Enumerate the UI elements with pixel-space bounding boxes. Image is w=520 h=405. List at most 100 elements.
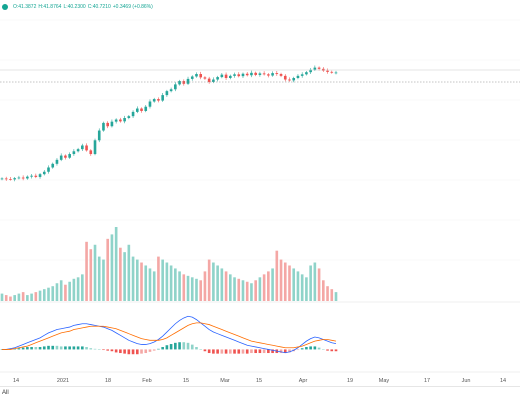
macd-histogram-bar bbox=[161, 347, 164, 350]
candle-up bbox=[271, 73, 274, 76]
volume-bar bbox=[51, 286, 55, 301]
macd-histogram-bar bbox=[169, 344, 173, 350]
macd-histogram-bar bbox=[93, 348, 97, 350]
candle-up bbox=[195, 74, 198, 77]
volume-bar bbox=[106, 238, 110, 301]
time-axis-tick-label: 14 bbox=[13, 378, 19, 384]
volume-bar bbox=[283, 262, 287, 301]
candle-down bbox=[267, 74, 270, 76]
range-all-button[interactable]: All bbox=[2, 390, 9, 396]
volume-bar bbox=[182, 274, 186, 301]
macd-histogram-bar bbox=[17, 348, 21, 350]
macd-histogram-bar bbox=[68, 346, 71, 350]
candle-up bbox=[68, 154, 71, 158]
candle-up bbox=[93, 140, 97, 155]
candle-up bbox=[233, 74, 236, 76]
volume-bar bbox=[254, 280, 257, 301]
candle-up bbox=[30, 175, 33, 177]
macd-histogram-bar bbox=[216, 349, 219, 354]
macd-histogram bbox=[0, 342, 338, 355]
volume-bar bbox=[241, 280, 245, 301]
volume-bar bbox=[144, 265, 148, 301]
macd-histogram-bar bbox=[47, 345, 50, 350]
candle-down bbox=[317, 67, 321, 69]
candle-down bbox=[288, 79, 291, 81]
candle-down bbox=[262, 73, 266, 75]
candle-up bbox=[26, 176, 29, 179]
volume-bar bbox=[165, 262, 169, 301]
macd-line bbox=[2, 315, 337, 354]
candle-up bbox=[292, 77, 296, 81]
candle-up bbox=[0, 178, 4, 180]
time-axis-tick-label: Feb bbox=[142, 378, 151, 384]
volume-bar bbox=[296, 271, 300, 301]
symbol-status-icon bbox=[2, 4, 8, 10]
time-axis[interactable]: 14 2021 18 Feb 15 Mar 15 Apr 19 May 17 Jun 14 bbox=[13, 378, 506, 384]
candle-down bbox=[237, 74, 241, 77]
volume-bar bbox=[76, 277, 80, 301]
candle-up bbox=[13, 178, 16, 180]
macd-histogram-bar bbox=[237, 349, 241, 354]
macd-histogram-bar bbox=[64, 346, 67, 350]
volume-bar bbox=[127, 244, 131, 301]
volume-bar bbox=[207, 259, 211, 301]
volume-bar bbox=[119, 247, 122, 301]
candle-up bbox=[178, 81, 181, 85]
volume-bar bbox=[34, 292, 38, 301]
volume-bar bbox=[279, 259, 283, 301]
volume-bar bbox=[161, 259, 164, 301]
candle-up bbox=[313, 67, 317, 70]
candle-up bbox=[47, 167, 50, 172]
macd-histogram-bar bbox=[309, 346, 312, 350]
volume-bar bbox=[42, 289, 46, 301]
volume-bar bbox=[199, 280, 203, 301]
candle-up bbox=[241, 73, 245, 77]
macd-histogram-bar bbox=[250, 349, 253, 354]
candle-up bbox=[305, 72, 308, 75]
volume-bar bbox=[317, 268, 321, 301]
ohlc-legend: O:41.3872 H:41.8764 L:40.2300 C:40.7210 … bbox=[0, 0, 155, 14]
macd-histogram-bar bbox=[313, 346, 317, 350]
volume-bar bbox=[169, 265, 173, 301]
candle-up bbox=[17, 177, 21, 179]
volume-bar bbox=[21, 292, 25, 301]
candle-up bbox=[309, 69, 312, 73]
macd-histogram-bar bbox=[59, 346, 63, 350]
candle-up bbox=[102, 122, 105, 131]
volume-bar bbox=[0, 293, 4, 301]
volume-bar bbox=[131, 256, 135, 301]
volume-bar bbox=[72, 278, 76, 301]
macd-histogram-bar bbox=[271, 349, 274, 354]
candle-up bbox=[190, 76, 194, 79]
macd-histogram-bar bbox=[330, 349, 334, 352]
high-value: H:41.8764 bbox=[38, 4, 62, 10]
volume-bar bbox=[89, 249, 93, 301]
volume-bar bbox=[64, 284, 67, 301]
candle-up bbox=[300, 74, 304, 76]
macd-histogram-bar bbox=[123, 349, 126, 354]
candle-up bbox=[135, 108, 139, 112]
volume-bar bbox=[326, 286, 329, 301]
time-axis-tick-label: 2021 bbox=[57, 378, 69, 384]
macd-histogram-bar bbox=[178, 342, 181, 350]
candle-up bbox=[76, 149, 80, 152]
macd-histogram-bar bbox=[76, 346, 80, 350]
macd-histogram-bar bbox=[334, 349, 338, 352]
macd-histogram-bar bbox=[38, 347, 42, 350]
volume-bar bbox=[59, 280, 63, 301]
volume-bar bbox=[186, 275, 190, 301]
candle-down bbox=[64, 155, 67, 158]
macd-histogram-bar bbox=[119, 349, 122, 354]
macd-histogram-bar bbox=[42, 346, 46, 350]
macd-histogram-bar bbox=[245, 349, 249, 354]
volume-bar bbox=[152, 271, 156, 301]
volume-bar bbox=[190, 277, 194, 301]
volume-histogram bbox=[0, 227, 338, 301]
candle-down bbox=[283, 75, 287, 80]
volume-bar bbox=[26, 295, 29, 301]
macd-histogram-bar bbox=[97, 349, 101, 350]
grid-lines bbox=[0, 19, 520, 261]
volume-bar bbox=[17, 293, 21, 301]
